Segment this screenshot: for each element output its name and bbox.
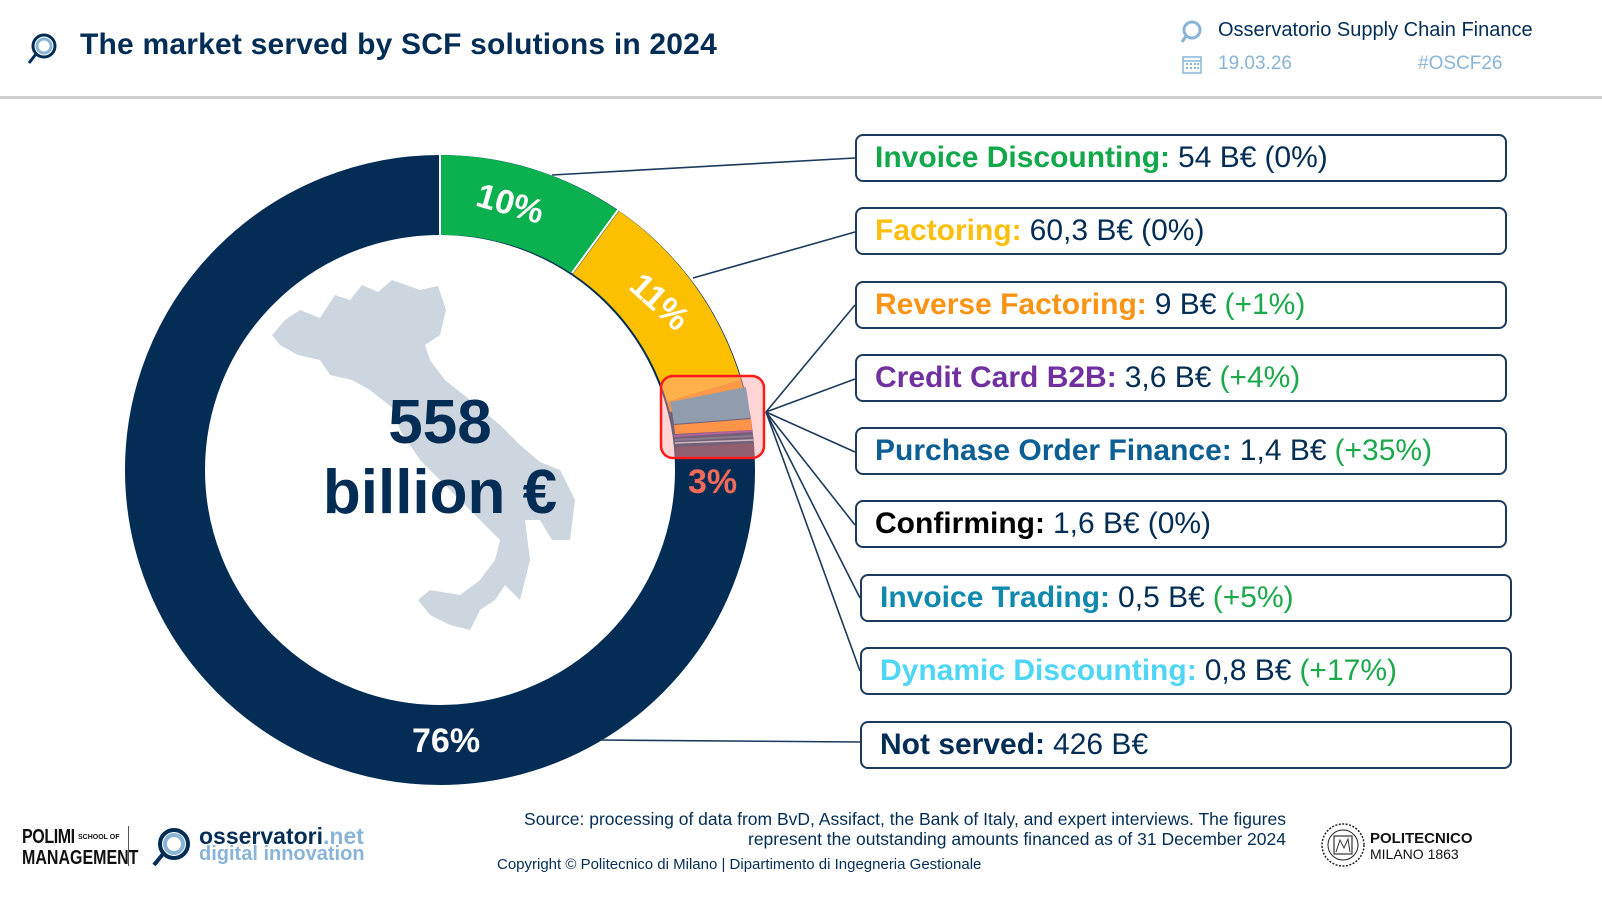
copyright-note: Copyright © Politecnico di Milano | Dipa… — [497, 856, 982, 873]
politecnico-logo-name: POLITECNICO — [1370, 830, 1473, 847]
legend-item-dynamic-discounting: Dynamic Discounting: 0,8 B€ (+17%) — [860, 647, 1512, 695]
polimi-logo: POLIMI SCHOOL OF MANAGEMENT — [22, 826, 139, 869]
legend-label: Credit Card B2B: — [875, 361, 1117, 394]
legend-label: Purchase Order Finance: — [875, 434, 1232, 467]
connector-lines — [551, 157, 861, 743]
legend-item-not-served: Not served: 426 B€ — [860, 721, 1512, 769]
legend-value: 60,3 B€ — [1029, 214, 1134, 247]
observatory-name: Osservatorio Supply Chain Finance — [1218, 19, 1533, 41]
legend-change: (+1%) — [1224, 288, 1306, 321]
segment-invoice-discounting — [440, 155, 617, 273]
legend-label: Not served: — [880, 728, 1046, 761]
segment-factoring — [573, 211, 741, 402]
legend-change: (0%) — [1147, 507, 1212, 540]
legend-value: 9 B€ — [1154, 288, 1217, 321]
source-note: Source: processing of data from BvD, Ass… — [524, 809, 1286, 849]
legend-change: (+4%) — [1219, 361, 1301, 394]
donut-chart — [125, 155, 861, 785]
legend-change: (0%) — [1264, 141, 1328, 174]
legend-value: 426 B€ — [1053, 728, 1149, 761]
footer-divider — [128, 826, 129, 866]
legend-item-reverse-factoring: Reverse Factoring: 9 B€ (+1%) — [855, 281, 1507, 329]
legend-item-invoice-trading: Invoice Trading: 0,5 B€ (+5%) — [860, 574, 1512, 622]
legend-value: 54 B€ — [1178, 141, 1257, 174]
legend-label: Factoring: — [875, 214, 1022, 247]
legend-value: 1,6 B€ — [1052, 507, 1140, 540]
italy-map-icon — [272, 280, 575, 630]
legend-item-confirming: Confirming: 1,6 B€ (0%) — [855, 500, 1507, 548]
total-value-unit: billion € — [322, 458, 558, 527]
legend-change: (+5%) — [1212, 581, 1294, 614]
calendar-icon — [1182, 56, 1202, 74]
segment-po-finance — [674, 419, 752, 434]
magnifier-logo-icon — [1180, 20, 1202, 43]
legend-label: Invoice Trading: — [880, 581, 1111, 614]
page-title: The market served by SCF solutions in 20… — [80, 28, 717, 61]
legend-label: Invoice Discounting: — [875, 141, 1171, 174]
magnifier-logo-icon — [27, 33, 57, 64]
total-value-number: 558 — [388, 388, 492, 457]
legend-label: Dynamic Discounting: — [880, 654, 1197, 687]
small-segments-highlight — [659, 374, 766, 460]
legend-item-credit-card-b2b: Credit Card B2B: 3,6 B€ (+4%) — [855, 354, 1507, 402]
pct-label-not-served: 76% — [412, 722, 481, 760]
pct-label-others: 3% — [688, 463, 738, 501]
legend-label: Confirming: — [875, 507, 1045, 540]
segment-credit-card — [670, 387, 750, 424]
legend-value: 0,8 B€ — [1204, 654, 1292, 687]
legend-value: 0,5 B€ — [1118, 581, 1205, 614]
date-label: 19.03.26 — [1218, 53, 1292, 74]
slide-header: The market served by SCF solutions in 20… — [0, 0, 1602, 99]
legend-value: 3,6 B€ — [1124, 361, 1212, 394]
legend-change: (+17%) — [1299, 654, 1397, 687]
osservatori-logo-text: osservatori.net — [199, 823, 364, 849]
legend-change: (+35%) — [1334, 434, 1433, 467]
politecnico-seal-icon — [1321, 823, 1365, 867]
total-market-value: 558 billion € — [290, 388, 590, 528]
hashtag-label: #OSCF26 — [1418, 53, 1503, 74]
politecnico-logo-city: MILANO 1863 — [1370, 846, 1459, 862]
segment-dynamic-discounting — [676, 443, 754, 458]
osservatori-logo-subtitle: digital innovation — [199, 843, 365, 865]
legend-item-factoring: Factoring: 60,3 B€ (0%) — [855, 207, 1507, 255]
legend-item-purchase-order-finance: Purchase Order Finance: 1,4 B€ (+35%) — [855, 427, 1507, 475]
osservatori-magnifier-icon — [152, 828, 190, 867]
legend-label: Reverse Factoring: — [875, 288, 1147, 321]
legend-change: (0%) — [1141, 214, 1205, 247]
legend-item-invoice-discounting: Invoice Discounting: 54 B€ (0%) — [855, 134, 1507, 182]
legend-value: 1,4 B€ — [1239, 434, 1327, 467]
